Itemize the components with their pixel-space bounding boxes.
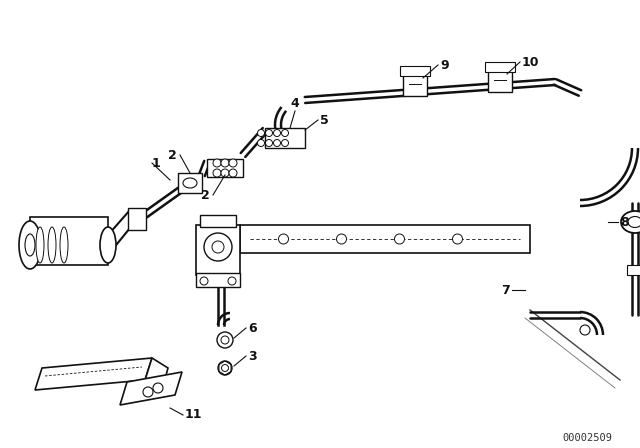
Circle shape [221,365,228,371]
Circle shape [143,387,153,397]
Circle shape [337,234,346,244]
Circle shape [580,325,590,335]
Bar [207,159,243,177]
Circle shape [257,129,264,137]
Circle shape [221,169,229,177]
Text: 2: 2 [201,189,210,202]
Text: 1: 1 [152,156,161,169]
Circle shape [266,129,273,137]
Circle shape [204,233,232,261]
Circle shape [228,277,236,285]
Ellipse shape [36,227,44,263]
Ellipse shape [100,227,116,263]
Circle shape [221,336,229,344]
Circle shape [217,332,233,348]
Text: 7: 7 [501,284,510,297]
Circle shape [266,139,273,146]
Circle shape [282,129,289,137]
Circle shape [278,234,289,244]
Bar [485,62,515,72]
Polygon shape [35,358,152,390]
Bar [178,173,202,193]
Bar [627,265,640,275]
Ellipse shape [621,211,640,233]
Text: 8: 8 [620,215,628,228]
Text: 5: 5 [320,113,329,126]
Circle shape [273,129,280,137]
Text: 2: 2 [168,148,177,161]
Bar [196,225,240,275]
Bar [400,66,430,76]
Circle shape [229,159,237,167]
Bar [128,208,146,230]
Ellipse shape [25,234,35,256]
Text: 10: 10 [522,56,540,69]
Circle shape [229,169,237,177]
Text: 6: 6 [248,322,257,335]
Circle shape [218,361,232,375]
Polygon shape [120,372,182,405]
Bar [240,225,530,253]
Bar [265,128,305,148]
Bar [30,217,108,265]
Ellipse shape [628,216,640,228]
Text: 4: 4 [291,96,300,109]
Bar [200,215,236,227]
Circle shape [153,383,163,393]
Bar [403,74,427,96]
Text: 00002509: 00002509 [562,433,612,443]
Circle shape [273,139,280,146]
Polygon shape [145,358,168,390]
Text: 9: 9 [440,59,449,72]
Circle shape [212,241,224,253]
Ellipse shape [60,227,68,263]
Text: 3: 3 [248,349,257,362]
Circle shape [394,234,404,244]
Text: 11: 11 [185,409,202,422]
Circle shape [213,169,221,177]
Circle shape [452,234,463,244]
Circle shape [213,159,221,167]
Ellipse shape [183,178,197,188]
Bar [488,70,512,92]
Circle shape [221,159,229,167]
Ellipse shape [19,221,41,269]
Circle shape [200,277,208,285]
Ellipse shape [48,227,56,263]
Circle shape [257,139,264,146]
Bar [196,273,240,287]
Circle shape [282,139,289,146]
